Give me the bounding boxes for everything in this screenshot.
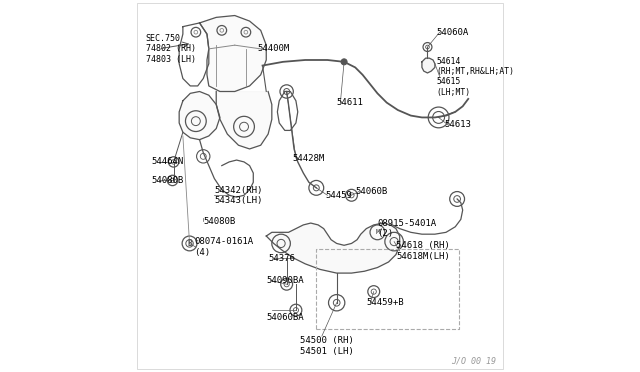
Text: 54500 (RH)
54501 (LH): 54500 (RH) 54501 (LH) <box>300 336 353 356</box>
Text: 54613: 54613 <box>444 121 471 129</box>
Text: 54080B: 54080B <box>152 176 184 185</box>
Text: 54060A: 54060A <box>436 28 469 37</box>
Text: 54428M: 54428M <box>292 154 324 163</box>
Text: 54459: 54459 <box>326 191 353 200</box>
Text: 54060B: 54060B <box>355 187 387 196</box>
Text: 08915-5401A
(2): 08915-5401A (2) <box>378 219 436 238</box>
Text: 54614
(RH;MT,RH&LH;AT)
54615
(LH;MT): 54614 (RH;MT,RH&LH;AT) 54615 (LH;MT) <box>436 57 515 97</box>
Text: SEC.750
74802 (RH)
74803 (LH): SEC.750 74802 (RH) 74803 (LH) <box>146 34 196 64</box>
Text: 54342(RH)
54343(LH): 54342(RH) 54343(LH) <box>214 186 263 205</box>
Text: 54060BA: 54060BA <box>266 313 304 322</box>
Polygon shape <box>422 58 435 73</box>
Text: 54459+B: 54459+B <box>366 298 404 307</box>
Text: 54618 (RH)
54618M(LH): 54618 (RH) 54618M(LH) <box>396 241 450 260</box>
Text: 54400M: 54400M <box>257 44 289 53</box>
Text: B: B <box>188 239 192 248</box>
Text: 54464N: 54464N <box>152 157 184 166</box>
Text: 54080B: 54080B <box>204 217 236 226</box>
Text: 54376: 54376 <box>268 254 295 263</box>
Polygon shape <box>179 92 220 140</box>
Text: 08074-0161A
(4): 08074-0161A (4) <box>194 237 253 257</box>
Polygon shape <box>266 223 400 273</box>
Text: 54090BA: 54090BA <box>266 276 304 285</box>
Text: M: M <box>375 229 380 235</box>
Polygon shape <box>216 92 272 149</box>
Text: 54611: 54611 <box>337 98 364 107</box>
Polygon shape <box>200 16 266 92</box>
Text: J/O 00 19: J/O 00 19 <box>451 357 496 366</box>
Circle shape <box>341 59 347 65</box>
